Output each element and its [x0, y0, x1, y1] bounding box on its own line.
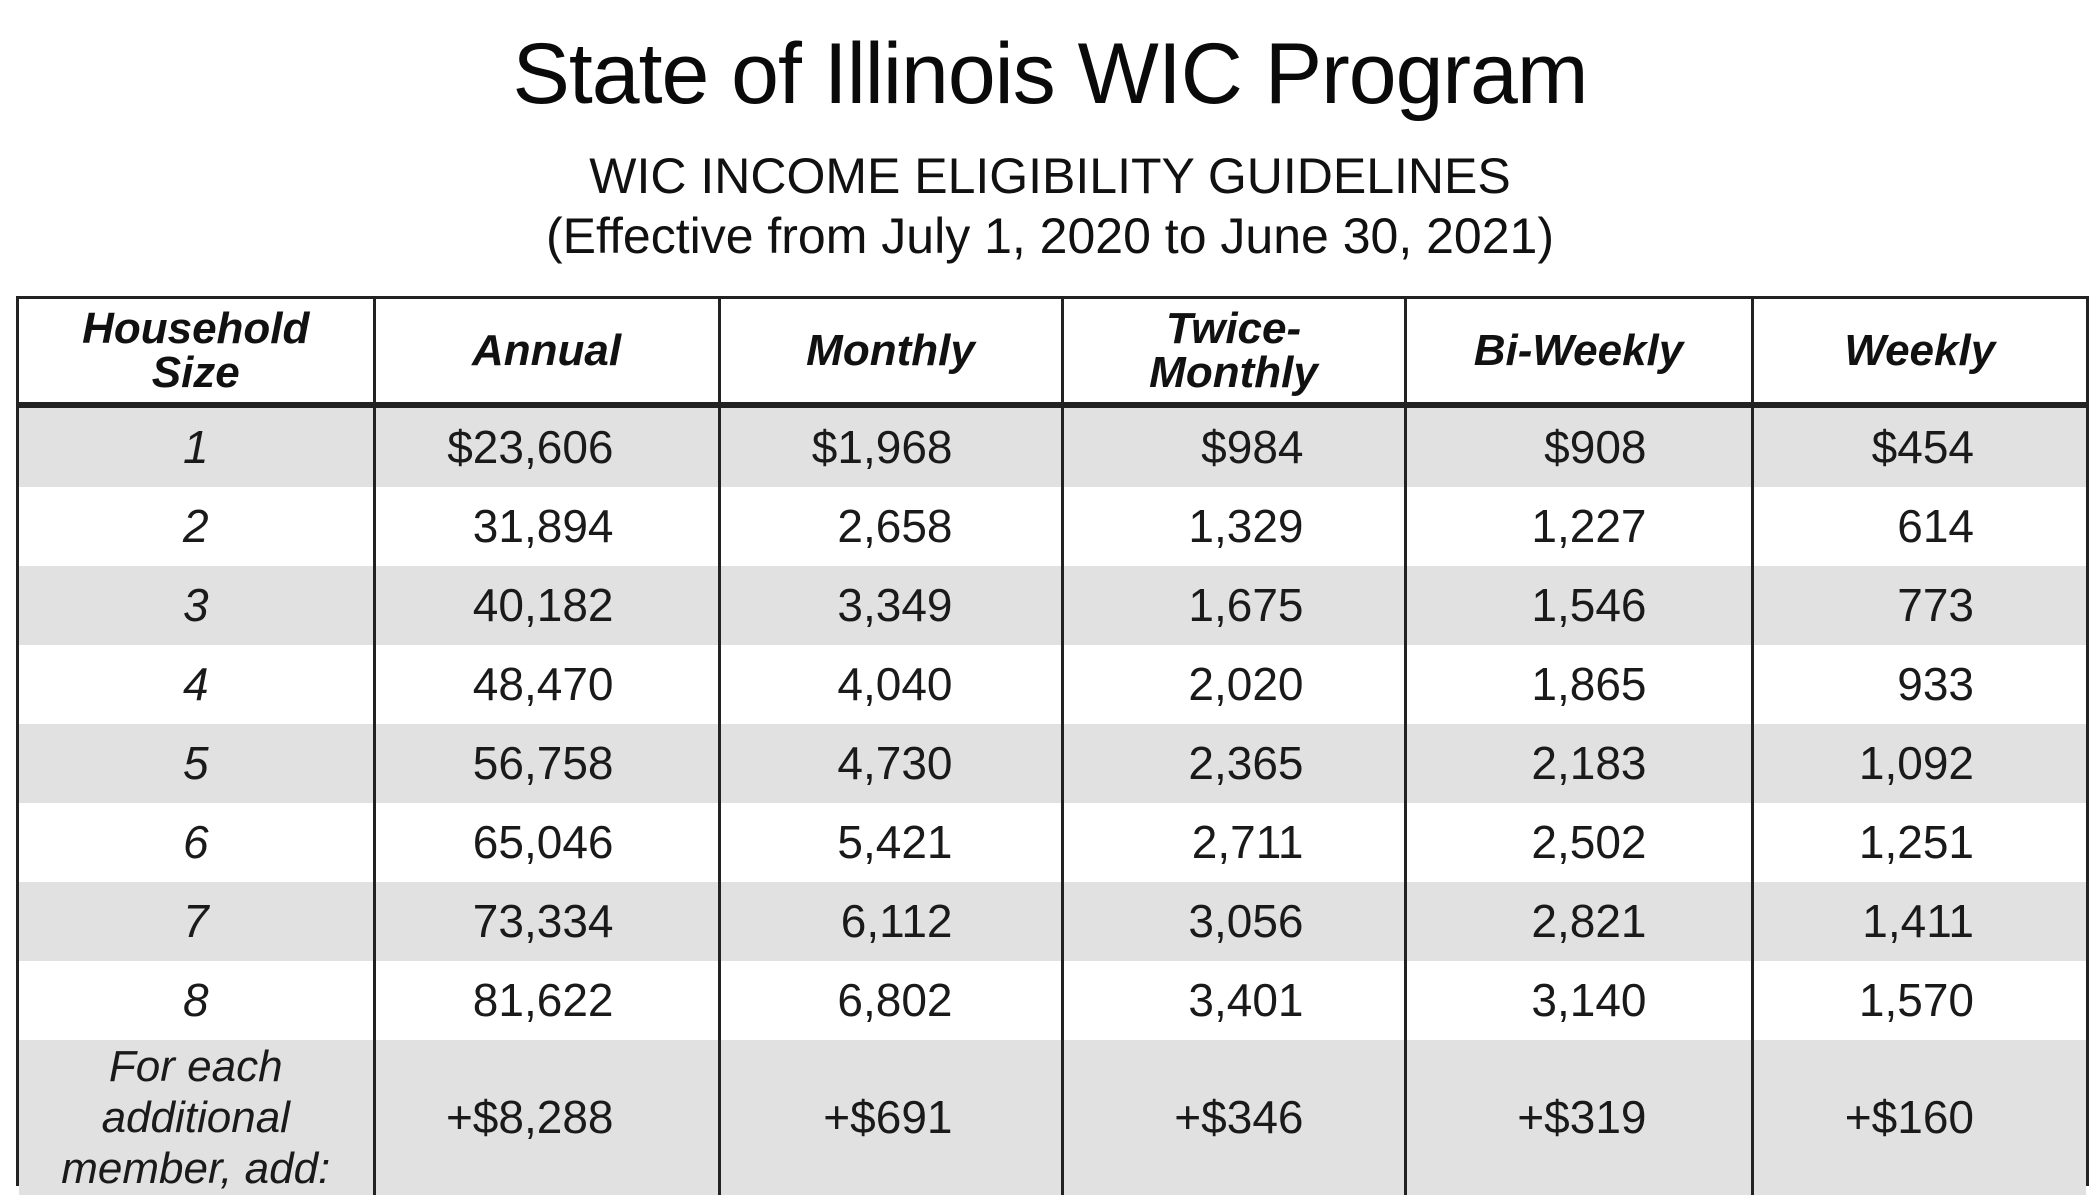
cell-household-size: 4	[19, 645, 376, 724]
cell-additional-monthly: +$691	[719, 1040, 1064, 1195]
cell-annual: $23,606	[374, 405, 721, 487]
header-twice-line2: Monthly	[1149, 347, 1318, 397]
cell-twice-monthly: 3,056	[1062, 882, 1407, 961]
cell-weekly: 614	[1752, 487, 2086, 566]
header-bi-weekly: Bi-Weekly	[1405, 299, 1754, 408]
header-row: Household Size Annual Monthly Twice- Mon…	[19, 299, 2086, 408]
cell-monthly: 4,730	[719, 724, 1064, 803]
table-row: 2 31,894 2,658 1,329 1,227 614	[19, 487, 2086, 566]
table-row: 7 73,334 6,112 3,056 2,821 1,411	[19, 882, 2086, 961]
cell-household-size: 6	[19, 803, 376, 882]
table-row: 5 56,758 4,730 2,365 2,183 1,092	[19, 724, 2086, 803]
cell-twice-monthly: 3,401	[1062, 961, 1407, 1040]
effective-dates: (Effective from July 1, 2020 to June 30,…	[546, 208, 1554, 264]
header-monthly: Monthly	[719, 299, 1064, 408]
cell-additional-label: For each additional member, add:	[19, 1040, 376, 1195]
header-household-line2: Size	[151, 347, 240, 397]
cell-annual: 40,182	[374, 566, 721, 645]
cell-household-size: 8	[19, 961, 376, 1040]
table-row: 8 81,622 6,802 3,401 3,140 1,570	[19, 961, 2086, 1040]
cell-weekly: 1,570	[1752, 961, 2086, 1040]
cell-bi-weekly: $908	[1405, 405, 1754, 487]
additional-label-line1: For each	[108, 1042, 283, 1091]
page-title: State of Illinois WIC Program	[512, 26, 1588, 122]
cell-monthly: 3,349	[719, 566, 1064, 645]
cell-monthly: 6,112	[719, 882, 1064, 961]
cell-household-size: 5	[19, 724, 376, 803]
cell-bi-weekly: 2,502	[1405, 803, 1754, 882]
table-row: 6 65,046 5,421 2,711 2,502 1,251	[19, 803, 2086, 882]
cell-twice-monthly: 1,675	[1062, 566, 1407, 645]
cell-annual: 31,894	[374, 487, 721, 566]
cell-monthly: 5,421	[719, 803, 1064, 882]
header-twice-monthly: Twice- Monthly	[1062, 299, 1407, 408]
cell-bi-weekly: 2,821	[1405, 882, 1754, 961]
cell-twice-monthly: 1,329	[1062, 487, 1407, 566]
cell-annual: 65,046	[374, 803, 721, 882]
cell-annual: 73,334	[374, 882, 721, 961]
cell-household-size: 1	[19, 405, 376, 487]
cell-bi-weekly: 2,183	[1405, 724, 1754, 803]
additional-member-row: For each additional member, add: +$8,288…	[19, 1040, 2086, 1195]
cell-bi-weekly: 1,865	[1405, 645, 1754, 724]
cell-monthly: 6,802	[719, 961, 1064, 1040]
cell-bi-weekly: 3,140	[1405, 961, 1754, 1040]
table-row: 4 48,470 4,040 2,020 1,865 933	[19, 645, 2086, 724]
table-row: 3 40,182 3,349 1,675 1,546 773	[19, 566, 2086, 645]
cell-annual: 56,758	[374, 724, 721, 803]
header-household-size: Household Size	[19, 299, 376, 408]
cell-weekly: 1,411	[1752, 882, 2086, 961]
page-subtitle: WIC INCOME ELIGIBILITY GUIDELINES	[589, 148, 1511, 204]
cell-additional-bi-weekly: +$319	[1405, 1040, 1754, 1195]
cell-household-size: 3	[19, 566, 376, 645]
table-row: 1 $23,606 $1,968 $984 $908 $454	[19, 405, 2086, 487]
cell-household-size: 7	[19, 882, 376, 961]
cell-additional-weekly: +$160	[1752, 1040, 2086, 1195]
cell-annual: 81,622	[374, 961, 721, 1040]
cell-monthly: $1,968	[719, 405, 1064, 487]
cell-twice-monthly: 2,020	[1062, 645, 1407, 724]
cell-twice-monthly: 2,711	[1062, 803, 1407, 882]
income-guidelines-table: Household Size Annual Monthly Twice- Mon…	[16, 296, 2089, 1195]
cell-bi-weekly: 1,546	[1405, 566, 1754, 645]
cell-weekly: 933	[1752, 645, 2086, 724]
guidelines-grid: Household Size Annual Monthly Twice- Mon…	[19, 299, 2086, 1195]
cell-weekly: 1,092	[1752, 724, 2086, 803]
cell-monthly: 4,040	[719, 645, 1064, 724]
cell-twice-monthly: 2,365	[1062, 724, 1407, 803]
header-household-line1: Household	[82, 303, 310, 353]
cell-bi-weekly: 1,227	[1405, 487, 1754, 566]
cell-monthly: 2,658	[719, 487, 1064, 566]
additional-label-line3: member, add:	[61, 1144, 331, 1193]
cell-weekly: 1,251	[1752, 803, 2086, 882]
header-twice-line1: Twice-	[1165, 303, 1302, 353]
header-weekly: Weekly	[1752, 299, 2086, 408]
additional-label-line2: additional	[101, 1093, 290, 1142]
cell-additional-twice-monthly: +$346	[1062, 1040, 1407, 1195]
cell-additional-annual: +$8,288	[374, 1040, 721, 1195]
cell-weekly: 773	[1752, 566, 2086, 645]
cell-weekly: $454	[1752, 405, 2086, 487]
cell-twice-monthly: $984	[1062, 405, 1407, 487]
cell-household-size: 2	[19, 487, 376, 566]
header-annual: Annual	[374, 299, 721, 408]
cell-annual: 48,470	[374, 645, 721, 724]
